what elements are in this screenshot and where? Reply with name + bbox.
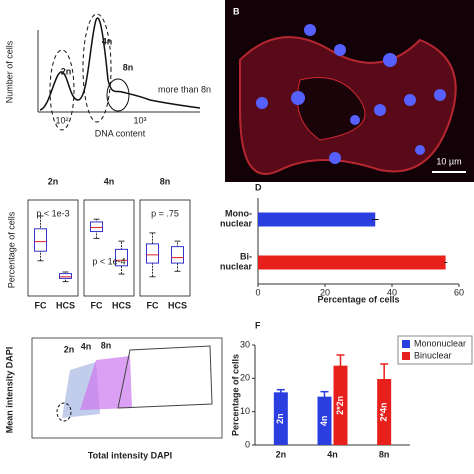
legend-label: Mononuclear bbox=[414, 338, 466, 348]
x-tick-label: FC bbox=[35, 300, 47, 310]
panel-letter: F bbox=[255, 320, 261, 330]
panel-a: Number of cells DNA content 2n 4n 8n mor… bbox=[4, 13, 211, 138]
gate bbox=[117, 345, 213, 409]
legend-frame bbox=[397, 335, 473, 365]
y-label: Percentage of cells bbox=[230, 354, 240, 436]
y-label: Number of cells bbox=[4, 40, 14, 103]
y-tick-label: 20 bbox=[240, 373, 250, 383]
x-tick-label: 2n bbox=[276, 449, 287, 459]
x-tick-label: HCS bbox=[56, 300, 75, 310]
annotation: p < 1e-4 bbox=[92, 256, 125, 266]
gate-label: 4n bbox=[81, 341, 92, 351]
bar bbox=[377, 379, 392, 445]
y-tick-label: 0 bbox=[245, 439, 250, 449]
box bbox=[59, 273, 72, 279]
subplot-title: 8n bbox=[160, 176, 171, 186]
x-tick-label: 20 bbox=[320, 287, 330, 297]
bar bbox=[317, 396, 332, 445]
value-label: 4n bbox=[319, 416, 329, 427]
gate bbox=[49, 49, 75, 131]
x-tick-label: 4n bbox=[327, 449, 338, 459]
x-tick-label: 10² bbox=[55, 115, 68, 125]
value-label: 2n bbox=[275, 413, 285, 424]
box bbox=[115, 248, 128, 267]
x-tick-label: FC bbox=[147, 300, 159, 310]
legend-swatch bbox=[402, 352, 410, 360]
legend-swatch bbox=[402, 340, 410, 348]
nuclei bbox=[256, 24, 446, 164]
plot-frame bbox=[139, 199, 191, 297]
x-tick-label: HCS bbox=[112, 300, 131, 310]
y-label: Mean intensity DAPI bbox=[4, 347, 14, 434]
y-tick-label: 10 bbox=[240, 406, 250, 416]
bar bbox=[333, 365, 348, 445]
gate bbox=[56, 402, 72, 422]
value-label: 2*2n bbox=[335, 396, 345, 415]
y-label: Percentage of cells bbox=[6, 211, 16, 288]
x-label: DNA content bbox=[95, 128, 146, 138]
gate-label: 2n bbox=[64, 344, 75, 354]
plot-frame bbox=[27, 199, 79, 297]
annotation: p = .75 bbox=[151, 208, 179, 218]
peak-label: 4n bbox=[102, 36, 113, 46]
histogram-curve bbox=[39, 17, 201, 111]
gate bbox=[82, 13, 112, 123]
box bbox=[171, 246, 184, 264]
gate bbox=[80, 356, 132, 410]
annotation: p < 1e-3 bbox=[36, 208, 69, 218]
box bbox=[34, 228, 47, 252]
panel-e: Mean intensity DAPI Total intensity DAPI… bbox=[4, 337, 223, 460]
x-tick-label: 10³ bbox=[133, 115, 146, 125]
x-tick-label: FC bbox=[91, 300, 103, 310]
peak-label: 2n bbox=[61, 66, 72, 76]
bar bbox=[258, 255, 446, 270]
gate-label: 8n bbox=[101, 340, 112, 350]
x-tick-label: 0 bbox=[255, 287, 260, 297]
x-tick-label: HCS bbox=[168, 300, 187, 310]
x-label: Total intensity DAPI bbox=[88, 450, 172, 460]
gate bbox=[106, 78, 130, 112]
box bbox=[90, 221, 103, 233]
y-tick-label: 30 bbox=[240, 339, 250, 349]
panel-letter: B bbox=[233, 6, 240, 16]
plot-frame bbox=[83, 199, 135, 297]
subplot-title: 2n bbox=[48, 176, 59, 186]
x-tick-label: 40 bbox=[387, 287, 397, 297]
panel-b: B 10 µm bbox=[225, 0, 474, 182]
bar bbox=[258, 212, 376, 227]
box bbox=[146, 243, 159, 264]
bar bbox=[273, 392, 288, 445]
legend-label: Binuclear bbox=[414, 350, 452, 360]
y-tick-label: Bi-nuclear bbox=[220, 252, 253, 272]
panel-letter: D bbox=[255, 182, 262, 192]
peak-label: 8n bbox=[123, 62, 134, 72]
value-label: 2*4n bbox=[379, 402, 389, 421]
scale-label: 10 µm bbox=[436, 156, 461, 166]
cells bbox=[297, 77, 366, 141]
y-tick-label: Mono-nuclear bbox=[220, 209, 253, 229]
peak-label: more than 8n bbox=[158, 84, 211, 94]
x-tick-label: 60 bbox=[454, 287, 464, 297]
x-label: Percentage of cells bbox=[317, 294, 399, 304]
x-tick-label: 8n bbox=[379, 449, 390, 459]
subplot-title: 4n bbox=[104, 176, 115, 186]
